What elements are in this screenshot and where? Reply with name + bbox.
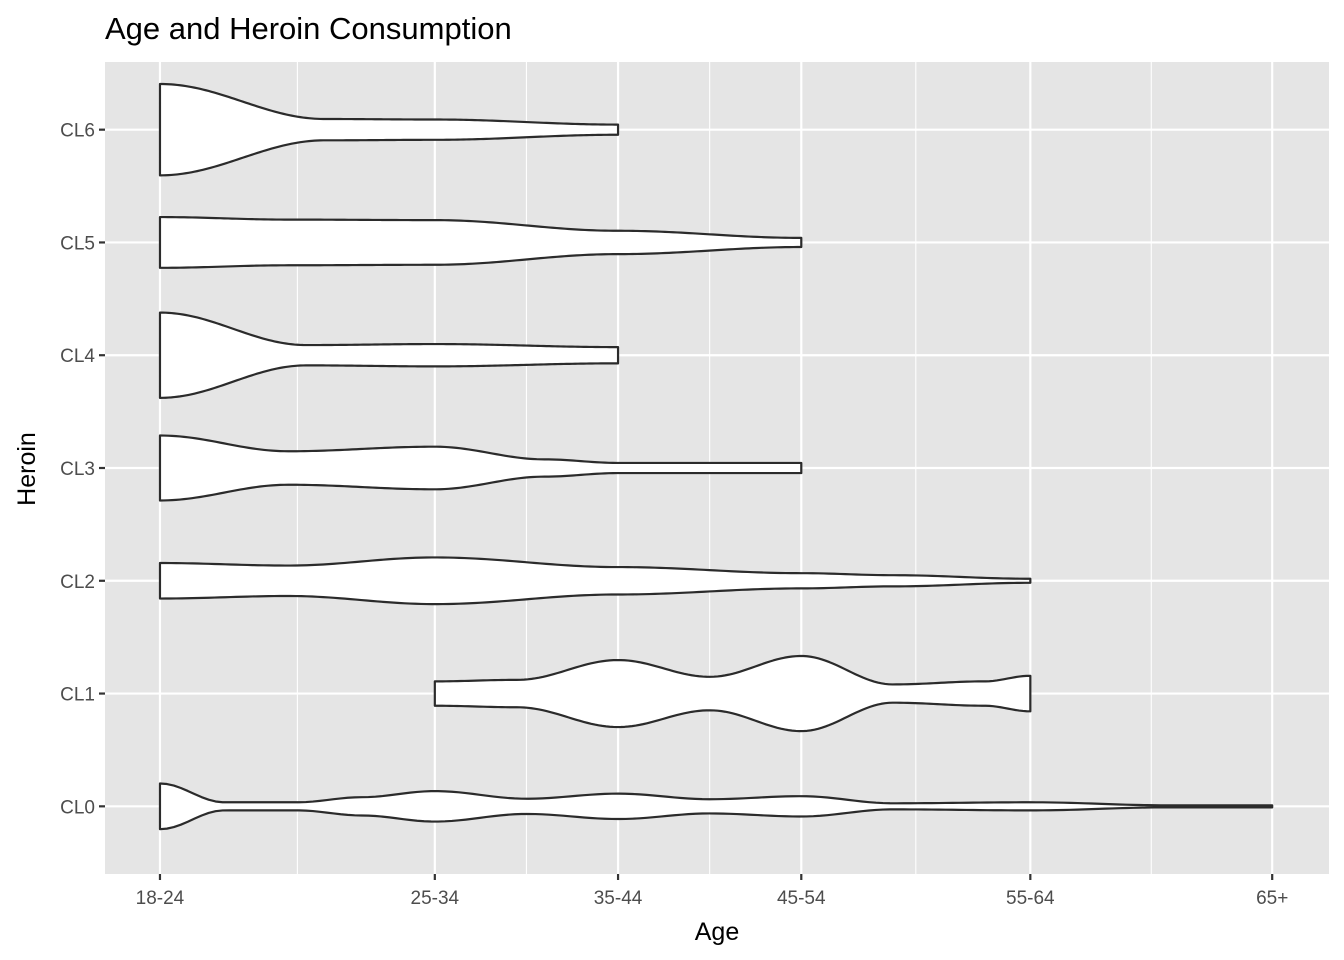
violin-cl6: [158, 82, 620, 177]
x-tick-label: 45-54: [777, 888, 826, 909]
violin-cl4: [158, 311, 620, 399]
x-tick-label: 35-44: [594, 888, 643, 909]
x-tick-label: 55-64: [1006, 888, 1055, 909]
violin-cl1: [433, 654, 1032, 733]
violins: [158, 82, 1274, 831]
y-tick-label-cl6: CL6: [60, 121, 95, 142]
violin-cl3: [158, 434, 803, 502]
violin-cl5: [158, 215, 803, 269]
x-axis: 18-24 25-34 35-44 45-54 55-64 65+: [136, 874, 1288, 909]
y-tick-label-cl4: CL4: [60, 346, 95, 367]
x-tick-label: 18-24: [136, 888, 185, 909]
y-tick-label-cl2: CL2: [60, 572, 95, 593]
violin-cl0: [158, 782, 1274, 831]
y-tick-label-cl5: CL5: [60, 233, 95, 254]
x-tick-label: 65+: [1256, 888, 1288, 909]
x-tick-label: 25-34: [411, 888, 460, 909]
y-axis: CL0 CL1 CL2 CL3 CL4 CL5 CL6: [60, 121, 105, 818]
x-axis-title: Age: [695, 918, 739, 946]
y-tick-label-cl3: CL3: [60, 459, 95, 480]
y-tick-label-cl0: CL0: [60, 797, 95, 818]
y-axis-title: Heroin: [13, 432, 41, 506]
chart-title: Age and Heroin Consumption: [105, 11, 512, 46]
violin-cl2: [158, 556, 1032, 606]
y-tick-label-cl1: CL1: [60, 685, 95, 706]
